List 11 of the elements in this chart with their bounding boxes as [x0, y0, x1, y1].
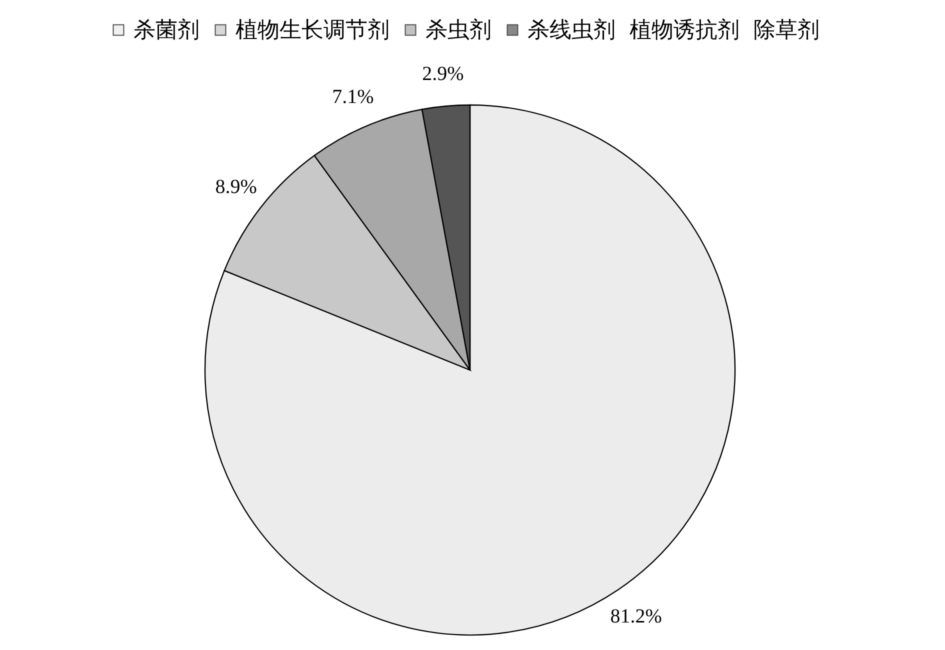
data-label: 81.2% — [610, 605, 662, 628]
legend-label: 杀虫剂 — [426, 18, 492, 43]
legend-label: 杀菌剂 — [134, 18, 200, 43]
legend-label: 杀线虫剂 — [528, 18, 616, 43]
data-label: 7.1% — [332, 86, 374, 108]
legend-label: 植物生长调节剂 — [236, 18, 390, 43]
data-label: 2.9% — [422, 63, 464, 86]
data-label: 8.9% — [215, 176, 257, 198]
pie-slice — [204, 104, 736, 636]
category-label: 除草剂 — [754, 18, 820, 43]
category-label: 植物诱抗剂 — [630, 18, 740, 43]
